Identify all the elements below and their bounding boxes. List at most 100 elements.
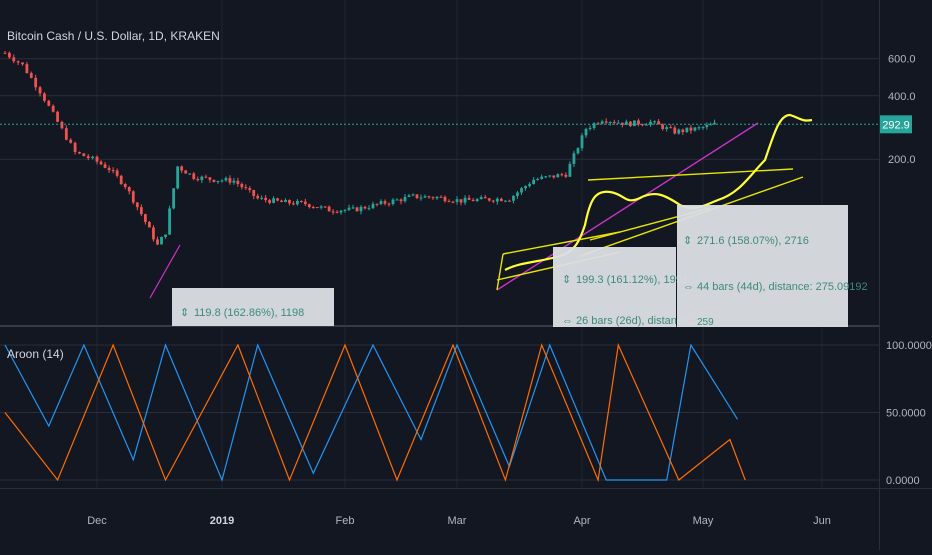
candle-body	[204, 176, 208, 178]
candles-group	[3, 51, 716, 246]
candle-body	[363, 206, 367, 209]
candle-body	[351, 207, 355, 209]
time-axis-label: Mar	[448, 515, 467, 527]
candle-body	[495, 198, 499, 202]
candle-body	[359, 206, 363, 212]
last-price-label: 292.9	[882, 119, 910, 131]
last-price-badge: 292.9	[880, 115, 912, 134]
candle-body	[399, 199, 403, 202]
candle-body	[264, 197, 268, 201]
candle-body	[403, 196, 407, 202]
candle-body	[156, 239, 159, 245]
candle-body	[323, 206, 327, 208]
candle-body	[319, 206, 323, 208]
candle-body	[512, 195, 515, 201]
grid-lines	[0, 0, 880, 488]
candle-body	[584, 128, 588, 136]
candle-body	[139, 207, 143, 215]
candle-body	[56, 111, 59, 122]
candle-body	[86, 156, 90, 159]
candle-body	[216, 180, 220, 182]
candle-body	[479, 197, 483, 200]
candle-body	[568, 163, 572, 177]
aroon-label[interactable]: Aroon (14)	[7, 347, 64, 361]
candle-body	[451, 201, 455, 203]
candle-body	[268, 200, 272, 203]
candle-body	[673, 127, 677, 134]
candle-body	[7, 52, 11, 58]
candle-body	[657, 121, 661, 125]
candle-body	[467, 197, 471, 200]
channel-edge-yellow[interactable]	[496, 253, 504, 291]
candle-body	[111, 170, 115, 172]
candle-body	[152, 227, 155, 240]
candle-body	[576, 148, 580, 154]
candle-body	[78, 152, 81, 154]
candle-body	[411, 194, 415, 196]
candle-body	[95, 156, 99, 162]
candle-body	[180, 166, 184, 171]
candle-body	[355, 207, 359, 212]
candle-body	[395, 199, 399, 201]
candle-body	[556, 174, 560, 178]
candle-body	[331, 211, 335, 213]
aroon-axis-labels[interactable]: 100.0000 50.0000 0.0000	[886, 340, 932, 487]
candle-body	[645, 124, 648, 126]
candle-body	[572, 153, 576, 164]
measure-arrow-icon-3: ⇔	[683, 281, 694, 293]
channel-line-yellow-upper-1[interactable]	[502, 231, 621, 255]
candle-body	[459, 199, 463, 203]
candle-body	[135, 202, 139, 208]
candle-body	[697, 127, 701, 129]
candle-body	[665, 127, 669, 129]
time-axis-border	[0, 488, 932, 489]
candle-body	[552, 175, 556, 178]
aroon-axis-label: 50.0000	[886, 408, 926, 420]
candle-body	[508, 200, 511, 202]
candle-body	[43, 93, 46, 101]
measure-icon-2: ⇕	[562, 274, 571, 286]
candle-body	[164, 234, 167, 237]
candle-body	[69, 139, 73, 143]
channel-line-yellow-top[interactable]	[587, 168, 794, 181]
candle-body	[499, 198, 503, 202]
aroon-axis-label: 100.0000	[886, 340, 932, 352]
measure-box-3-bg	[677, 205, 848, 327]
candle-body	[419, 197, 423, 199]
candle-body	[34, 77, 38, 88]
candle-body	[347, 207, 351, 210]
candle-body	[443, 196, 447, 202]
time-axis-labels[interactable]: Dec 2019 Feb Mar Apr May Jun	[87, 515, 831, 527]
measure-box-2[interactable]: ⇕ 199.3 (161.12%), 1993 ⇔ 26 bars (26d),…	[553, 247, 707, 327]
projection-path[interactable]	[504, 113, 813, 271]
trend-line-magenta[interactable]	[149, 244, 181, 299]
candle-body	[629, 121, 632, 127]
measure-box-3[interactable]: ⇕ 271.6 (158.07%), 2716 ⇔ 44 bars (44d),…	[677, 205, 868, 328]
candle-body	[689, 127, 693, 131]
price-axis-labels[interactable]: 600.0 400.0 200.0	[888, 54, 916, 166]
last-price-badge-bg	[880, 115, 912, 134]
candle-body	[280, 200, 283, 203]
candle-body	[307, 204, 311, 207]
measure-box-1[interactable]: ⇕ 119.8 (162.86%), 1198	[172, 288, 334, 326]
measure-box-3-line2: 44 bars (44d), distance: 275.09192	[697, 281, 868, 293]
candle-body	[379, 201, 383, 205]
candle-body	[73, 142, 77, 153]
candle-body	[427, 196, 431, 198]
pane-separator[interactable]	[0, 325, 880, 327]
symbol-title[interactable]: Bitcoin Cash / U.S. Dollar, 1D, KRAKEN	[7, 29, 220, 43]
time-axis-label: Jun	[813, 515, 831, 527]
channel-line-magenta[interactable]	[496, 122, 759, 291]
candle-body	[295, 200, 299, 205]
candle-body	[544, 176, 548, 178]
candle-body	[335, 211, 339, 213]
candle-body	[463, 197, 467, 203]
candle-body	[487, 198, 491, 201]
measure-box-2-bg	[553, 247, 676, 327]
candle-body	[276, 198, 279, 201]
candle-body	[16, 61, 20, 63]
candle-body	[232, 180, 236, 183]
candle-body	[168, 208, 171, 235]
candle-body	[435, 196, 439, 199]
candle-body	[103, 164, 107, 168]
